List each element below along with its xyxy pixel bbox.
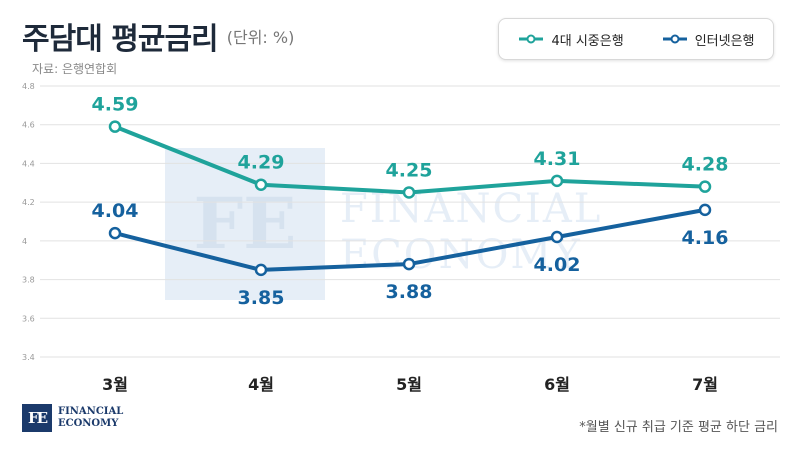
watermark-mark-box — [165, 148, 325, 300]
footnote: *월별 신규 취급 기준 평균 하단 금리 — [579, 420, 778, 435]
logo-text-line2: ECONOMY — [58, 418, 119, 429]
x-tick-label: 5월 — [396, 375, 422, 394]
data-point — [698, 180, 712, 193]
legend-label-internet: 인터넷은행 — [694, 33, 755, 49]
legend: 4대 시중은행 인터넷은행 — [498, 18, 774, 60]
watermark-line1: FINANCIAL — [340, 186, 602, 232]
source-note: 자료: 은행연합회 — [32, 62, 118, 76]
data-point — [698, 203, 712, 217]
data-label: 4.31 — [534, 148, 581, 170]
legend-swatch-commercial — [519, 34, 544, 44]
y-tick-label: 3.6 — [22, 314, 35, 323]
y-tick-label: 3.8 — [22, 276, 35, 285]
data-point — [254, 178, 268, 191]
chart-header: 주담대 평균금리 (단위: %) — [22, 14, 294, 58]
data-label: 4.04 — [92, 200, 139, 222]
data-point — [550, 230, 564, 244]
unit-label: (단위: %) — [226, 28, 295, 47]
chart-title: 주담대 평균금리 — [22, 22, 219, 57]
legend-swatch-internet — [662, 34, 687, 44]
legend-item-internet: 인터넷은행 — [661, 30, 755, 49]
data-point — [254, 263, 268, 277]
data-label: 4.02 — [534, 254, 581, 276]
logo-text-line1: FINANCIAL — [58, 406, 124, 417]
data-label: 3.88 — [386, 281, 433, 303]
brand-logo: FE FINANCIAL ECONOMY — [22, 404, 123, 432]
data-point — [108, 120, 122, 133]
y-tick-label: 4.4 — [22, 159, 35, 168]
x-tick-label: 3월 — [102, 375, 128, 394]
y-tick-label: 4.6 — [22, 121, 35, 130]
data-point — [108, 226, 122, 240]
data-label: 4.28 — [682, 154, 729, 176]
data-point — [550, 174, 564, 188]
x-tick-label: 7월 — [692, 375, 718, 394]
data-label: 4.16 — [682, 227, 729, 249]
y-tick-label: 3.4 — [22, 353, 35, 362]
x-tick-label: 4월 — [248, 375, 274, 394]
y-tick-label: 4.8 — [22, 82, 35, 91]
legend-marker-internet — [670, 34, 680, 44]
data-label: 3.85 — [238, 287, 285, 309]
legend-item-commercial: 4대 시중은행 — [517, 30, 624, 49]
x-tick-label: 6월 — [544, 375, 570, 394]
y-tick-label: 4 — [22, 237, 27, 246]
legend-label-commercial: 4대 시중은행 — [551, 33, 624, 49]
data-label: 4.29 — [238, 152, 285, 174]
logo-mark: FE — [22, 404, 52, 432]
watermark-mark: FE — [193, 182, 296, 265]
data-label: 4.59 — [92, 94, 139, 116]
data-label: 4.25 — [386, 159, 433, 181]
data-point — [402, 186, 416, 199]
data-point — [402, 257, 416, 271]
logo-text: FINANCIAL ECONOMY — [58, 406, 123, 430]
legend-marker-commercial — [526, 34, 536, 44]
y-tick-label: 4.2 — [22, 198, 35, 207]
